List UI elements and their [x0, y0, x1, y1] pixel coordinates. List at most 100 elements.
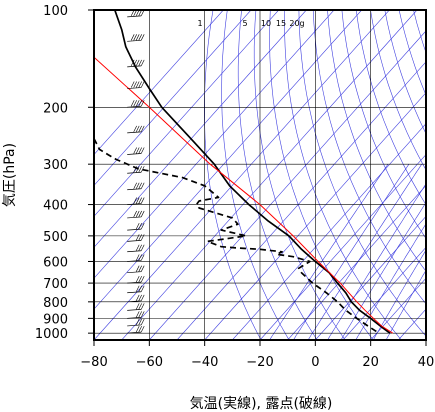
mixing-ratio-line — [355, 223, 426, 340]
wind-barb-flag — [140, 100, 145, 107]
wind-barb-staff — [127, 317, 142, 319]
isotherm-line — [94, 10, 224, 155]
wind-barb-flag — [140, 326, 145, 333]
dry-adiabat-line — [269, 10, 374, 340]
wind-barb-flag — [140, 311, 145, 318]
wind-barb-flag — [135, 303, 140, 310]
x-tick-label: 0 — [311, 355, 319, 370]
dry-adiabat-line — [221, 10, 290, 340]
wind-barb-flag — [140, 210, 145, 218]
isotherm-line — [94, 10, 252, 186]
wind-barb — [127, 210, 145, 219]
wind-barb — [127, 275, 145, 284]
dry-adiabat-line — [204, 10, 262, 340]
wind-barb-flag — [135, 210, 140, 218]
isotherm-line — [287, 184, 426, 340]
wind-barb-staff — [127, 188, 142, 191]
wind-barb-flag — [140, 81, 145, 88]
y-tick-label: 100 — [43, 4, 68, 19]
isotherm-line — [176, 61, 426, 340]
wind-barb-flag — [138, 125, 142, 133]
wind-barb-flag — [138, 254, 142, 261]
wind-barb-flag — [138, 311, 142, 318]
wind-barb — [127, 303, 145, 311]
isotherm-line — [315, 215, 426, 340]
dry-adiabat-line — [237, 10, 318, 340]
mixing-ratio-line — [327, 183, 426, 340]
wind-barb — [127, 125, 145, 134]
wind-barb — [127, 182, 145, 191]
x-axis-title: 気温(実線), 露点(破線) — [190, 396, 333, 412]
isotherm-line — [232, 123, 426, 340]
mixing-ratio-line — [372, 249, 426, 340]
wind-barb-flag — [138, 265, 142, 272]
wind-barb-flag — [138, 294, 142, 301]
wind-barb — [127, 311, 145, 319]
wind-barb-flag — [140, 197, 145, 204]
wind-barb-flag — [135, 244, 140, 251]
wind-barb-flag — [138, 326, 142, 333]
wind-barb-flag — [130, 59, 135, 67]
wind-barb-staff — [127, 65, 142, 68]
wind-barb-flag — [130, 100, 135, 107]
isotherm-line — [149, 30, 426, 340]
wind-barb-flag — [135, 254, 140, 261]
wind-barb-flag — [135, 223, 140, 230]
mixing-ratio-line — [340, 201, 426, 340]
wind-barb-flag — [135, 318, 140, 326]
wind-barb-staff — [127, 39, 142, 42]
wind-barb-flag — [135, 182, 140, 189]
wind-barb-staff — [127, 15, 142, 18]
y-tick-label: 900 — [43, 312, 68, 327]
sounding-curves — [94, 10, 394, 334]
wind-barb — [127, 294, 145, 303]
wind-barb-staff — [127, 131, 142, 134]
wind-barb-flag — [140, 285, 145, 292]
wind-barb — [127, 244, 145, 253]
mixing-ratio-label: 5 — [242, 19, 247, 28]
wind-barb-flag — [140, 265, 145, 272]
wind-barb-flag — [133, 59, 137, 67]
dewpoint-line — [94, 138, 380, 334]
y-axis-title: 気圧(hPa) — [2, 143, 18, 207]
wind-barb-flag — [138, 197, 142, 204]
wind-barb — [127, 34, 145, 42]
wind-barb-flag — [135, 34, 140, 41]
wind-barb-flag — [135, 147, 140, 154]
mixing-ratio-line — [385, 269, 426, 340]
isotherm-line — [204, 92, 426, 340]
wind-barb-flag — [138, 303, 142, 310]
wind-barb-staff — [127, 260, 142, 262]
wind-barb-flag — [133, 81, 137, 88]
wind-barb — [127, 100, 145, 108]
wind-barb-flag — [140, 244, 145, 251]
x-axis-ticks: −80 −60 −40 −20 0 20 40 — [80, 340, 434, 370]
wind-barb-flag — [138, 223, 142, 230]
wind-barb — [127, 285, 145, 294]
wind-barb — [127, 166, 145, 174]
isotherm-line — [94, 10, 279, 217]
wind-barb-flag — [133, 197, 137, 204]
wind-barb-flag — [133, 34, 137, 41]
isotherm-line — [94, 10, 390, 340]
wind-barb-staff — [127, 240, 142, 242]
wind-barb-staff — [127, 331, 142, 334]
dry-adiabat-line — [298, 10, 426, 337]
wind-barb-staff — [127, 300, 142, 303]
x-tick-label: −60 — [136, 355, 163, 370]
dry-adiabat-line — [253, 10, 346, 340]
mixing-ratio-line — [269, 164, 389, 340]
wind-barb-flag — [133, 125, 137, 133]
wind-barb-flag — [135, 311, 140, 318]
wind-barb-flag — [133, 210, 137, 218]
wind-barb-flag — [138, 234, 142, 241]
wind-barb-flag — [135, 81, 140, 88]
isotherm-line — [342, 246, 426, 340]
wind-barb-flag — [138, 81, 142, 88]
wind-barb-flag — [138, 100, 142, 107]
wind-barb-staff — [127, 250, 142, 253]
x-tick-label: −80 — [80, 355, 107, 370]
wind-barb-flag — [138, 34, 142, 41]
mixing-ratio-label: 20g — [289, 19, 304, 28]
wind-barb-staff — [127, 87, 142, 89]
